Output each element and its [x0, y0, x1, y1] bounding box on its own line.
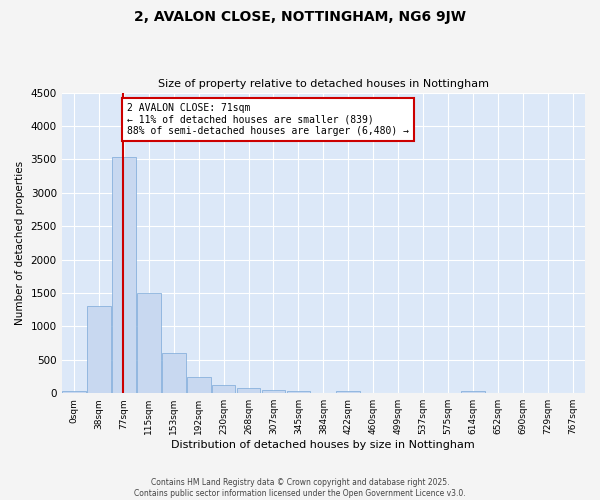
Bar	[137, 293, 161, 393]
Bar	[237, 388, 260, 393]
Bar	[187, 377, 211, 393]
Text: 2 AVALON CLOSE: 71sqm
← 11% of detached houses are smaller (839)
88% of semi-det: 2 AVALON CLOSE: 71sqm ← 11% of detached …	[127, 102, 409, 136]
Bar	[212, 385, 235, 393]
Y-axis label: Number of detached properties: Number of detached properties	[15, 161, 25, 325]
Bar	[162, 353, 185, 393]
Title: Size of property relative to detached houses in Nottingham: Size of property relative to detached ho…	[158, 79, 489, 89]
Bar	[62, 391, 86, 393]
Text: Contains HM Land Registry data © Crown copyright and database right 2025.
Contai: Contains HM Land Registry data © Crown c…	[134, 478, 466, 498]
Bar	[337, 390, 360, 393]
Text: 2, AVALON CLOSE, NOTTINGHAM, NG6 9JW: 2, AVALON CLOSE, NOTTINGHAM, NG6 9JW	[134, 10, 466, 24]
Bar	[112, 158, 136, 393]
Bar	[262, 390, 286, 393]
Bar	[287, 391, 310, 393]
X-axis label: Distribution of detached houses by size in Nottingham: Distribution of detached houses by size …	[172, 440, 475, 450]
Bar	[87, 306, 111, 393]
Bar	[461, 391, 485, 393]
